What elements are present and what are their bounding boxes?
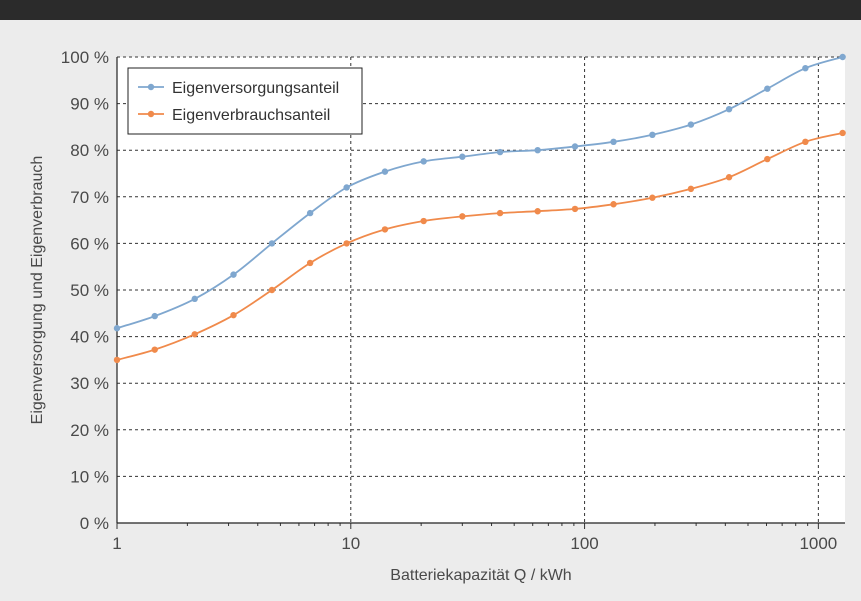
series-2-point: [571, 205, 579, 213]
legend-label: Eigenverbrauchsanteil: [172, 107, 330, 124]
series-2-point: [191, 331, 198, 338]
y-tick-label: 40 %: [70, 328, 109, 347]
series-2-point: [839, 129, 846, 137]
series-1-point: [191, 295, 198, 303]
x-tick-label: 10: [341, 534, 360, 553]
y-tick-label: 30 %: [70, 374, 109, 393]
series-2-point: [151, 346, 158, 353]
series-1-point: [610, 138, 617, 146]
series-2-point: [420, 217, 427, 225]
series-2-point: [496, 209, 504, 217]
series-2-point: [113, 356, 121, 364]
series-line-1: [116, 56, 843, 330]
series-2-point: [459, 213, 466, 220]
y-axis-title: Eigenversorgung und Eigenverbrauch: [29, 156, 46, 425]
series-2-point: [687, 185, 695, 193]
series-2-point: [725, 174, 733, 181]
series-2-point: [610, 201, 617, 208]
series-1-point: [113, 325, 121, 332]
legend-swatch-marker: [147, 83, 155, 91]
top-bar: [0, 0, 861, 20]
series-1-point: [343, 184, 350, 191]
y-tick-label: 90 %: [70, 95, 109, 114]
series-2-point: [230, 311, 237, 319]
series-2-point: [764, 155, 771, 163]
series-1-point: [151, 312, 158, 320]
y-tick-label: 60 %: [70, 234, 109, 253]
series-1-point: [420, 158, 427, 165]
series-1-point: [725, 105, 733, 113]
x-tick-label: 1: [112, 534, 121, 553]
series-2-point: [534, 208, 541, 215]
y-tick-label: 70 %: [70, 188, 109, 207]
series-1-point: [802, 64, 809, 72]
series-layer: [113, 53, 846, 364]
ticks: 0 % 10 % 20 % 30 % 40 % 50 % 60 % 70 % 80 % 90 % 1…: [61, 48, 837, 553]
y-tick-label: 0 %: [80, 514, 109, 533]
x-tick-label: 1000: [799, 534, 837, 553]
series-1-point: [839, 53, 846, 61]
series-1-point: [459, 153, 466, 160]
y-tick-label: 10 %: [70, 467, 109, 486]
series-2-point: [343, 240, 350, 247]
axes: [116, 57, 845, 529]
series-1-point: [764, 85, 771, 92]
legend: Eigenversorgungsanteil Eigenverbrauchsant…: [127, 67, 363, 135]
y-tick-label: 20 %: [70, 421, 109, 440]
series-1-point: [306, 209, 314, 217]
series-2-point: [306, 259, 314, 267]
y-tick-label: 80 %: [70, 141, 109, 160]
series-2-point: [381, 226, 389, 233]
series-1-point: [687, 121, 695, 128]
x-axis-title: Batteriekapazität Q / kWh: [390, 567, 571, 584]
series-1-point: [230, 271, 237, 278]
series-1-point: [268, 240, 276, 247]
legend-label: Eigenversorgungsanteil: [172, 80, 339, 97]
series-1-point: [381, 168, 389, 175]
series-1-point: [496, 148, 504, 156]
y-tick-label: 50 %: [70, 281, 109, 300]
series-2-point: [268, 286, 276, 294]
legend-box: [127, 67, 363, 135]
series-1-point: [534, 147, 541, 154]
series-2-point: [649, 194, 656, 201]
legend-swatch-marker: [147, 110, 155, 118]
series-2-point: [802, 138, 809, 146]
y-tick-label: 100 %: [61, 48, 109, 67]
x-tick-label: 100: [570, 534, 598, 553]
series-1-point: [571, 143, 579, 150]
series-1-point: [649, 131, 656, 139]
series-line-2: [116, 132, 843, 361]
